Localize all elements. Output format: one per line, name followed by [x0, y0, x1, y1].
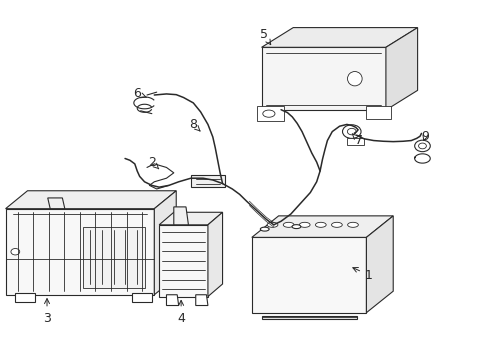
Ellipse shape	[299, 222, 309, 227]
Ellipse shape	[418, 143, 426, 149]
Polygon shape	[256, 107, 283, 121]
Text: 1: 1	[352, 267, 372, 282]
Polygon shape	[261, 316, 356, 319]
Polygon shape	[15, 293, 35, 302]
Polygon shape	[48, 198, 65, 209]
Polygon shape	[261, 47, 385, 110]
Text: 9: 9	[420, 130, 428, 144]
Polygon shape	[366, 216, 392, 313]
Polygon shape	[5, 191, 176, 209]
Polygon shape	[251, 237, 366, 313]
Text: 4: 4	[177, 300, 184, 325]
Polygon shape	[132, 293, 152, 302]
Ellipse shape	[414, 140, 429, 152]
Ellipse shape	[266, 222, 277, 227]
Polygon shape	[166, 295, 178, 306]
Ellipse shape	[262, 110, 274, 117]
Text: 2: 2	[147, 156, 159, 169]
Ellipse shape	[11, 248, 20, 255]
Polygon shape	[190, 175, 224, 187]
Polygon shape	[5, 209, 154, 295]
Ellipse shape	[283, 222, 293, 227]
Polygon shape	[83, 226, 144, 288]
Polygon shape	[154, 191, 176, 295]
Ellipse shape	[347, 72, 362, 86]
Polygon shape	[346, 138, 363, 145]
Polygon shape	[261, 28, 417, 47]
Polygon shape	[251, 216, 392, 237]
Text: 5: 5	[260, 28, 270, 45]
Polygon shape	[159, 212, 222, 225]
Text: 6: 6	[133, 87, 146, 100]
Polygon shape	[385, 28, 417, 110]
Text: 3: 3	[43, 298, 51, 325]
Polygon shape	[366, 107, 390, 119]
Text: 8: 8	[189, 118, 200, 131]
Ellipse shape	[315, 222, 325, 227]
Ellipse shape	[347, 222, 358, 227]
Ellipse shape	[260, 227, 268, 231]
Polygon shape	[173, 207, 188, 225]
Ellipse shape	[346, 129, 355, 135]
Polygon shape	[159, 225, 207, 297]
Text: 7: 7	[351, 134, 363, 147]
Polygon shape	[207, 212, 222, 297]
Ellipse shape	[331, 222, 342, 227]
Ellipse shape	[342, 125, 360, 138]
Polygon shape	[195, 295, 207, 306]
Ellipse shape	[291, 225, 300, 229]
